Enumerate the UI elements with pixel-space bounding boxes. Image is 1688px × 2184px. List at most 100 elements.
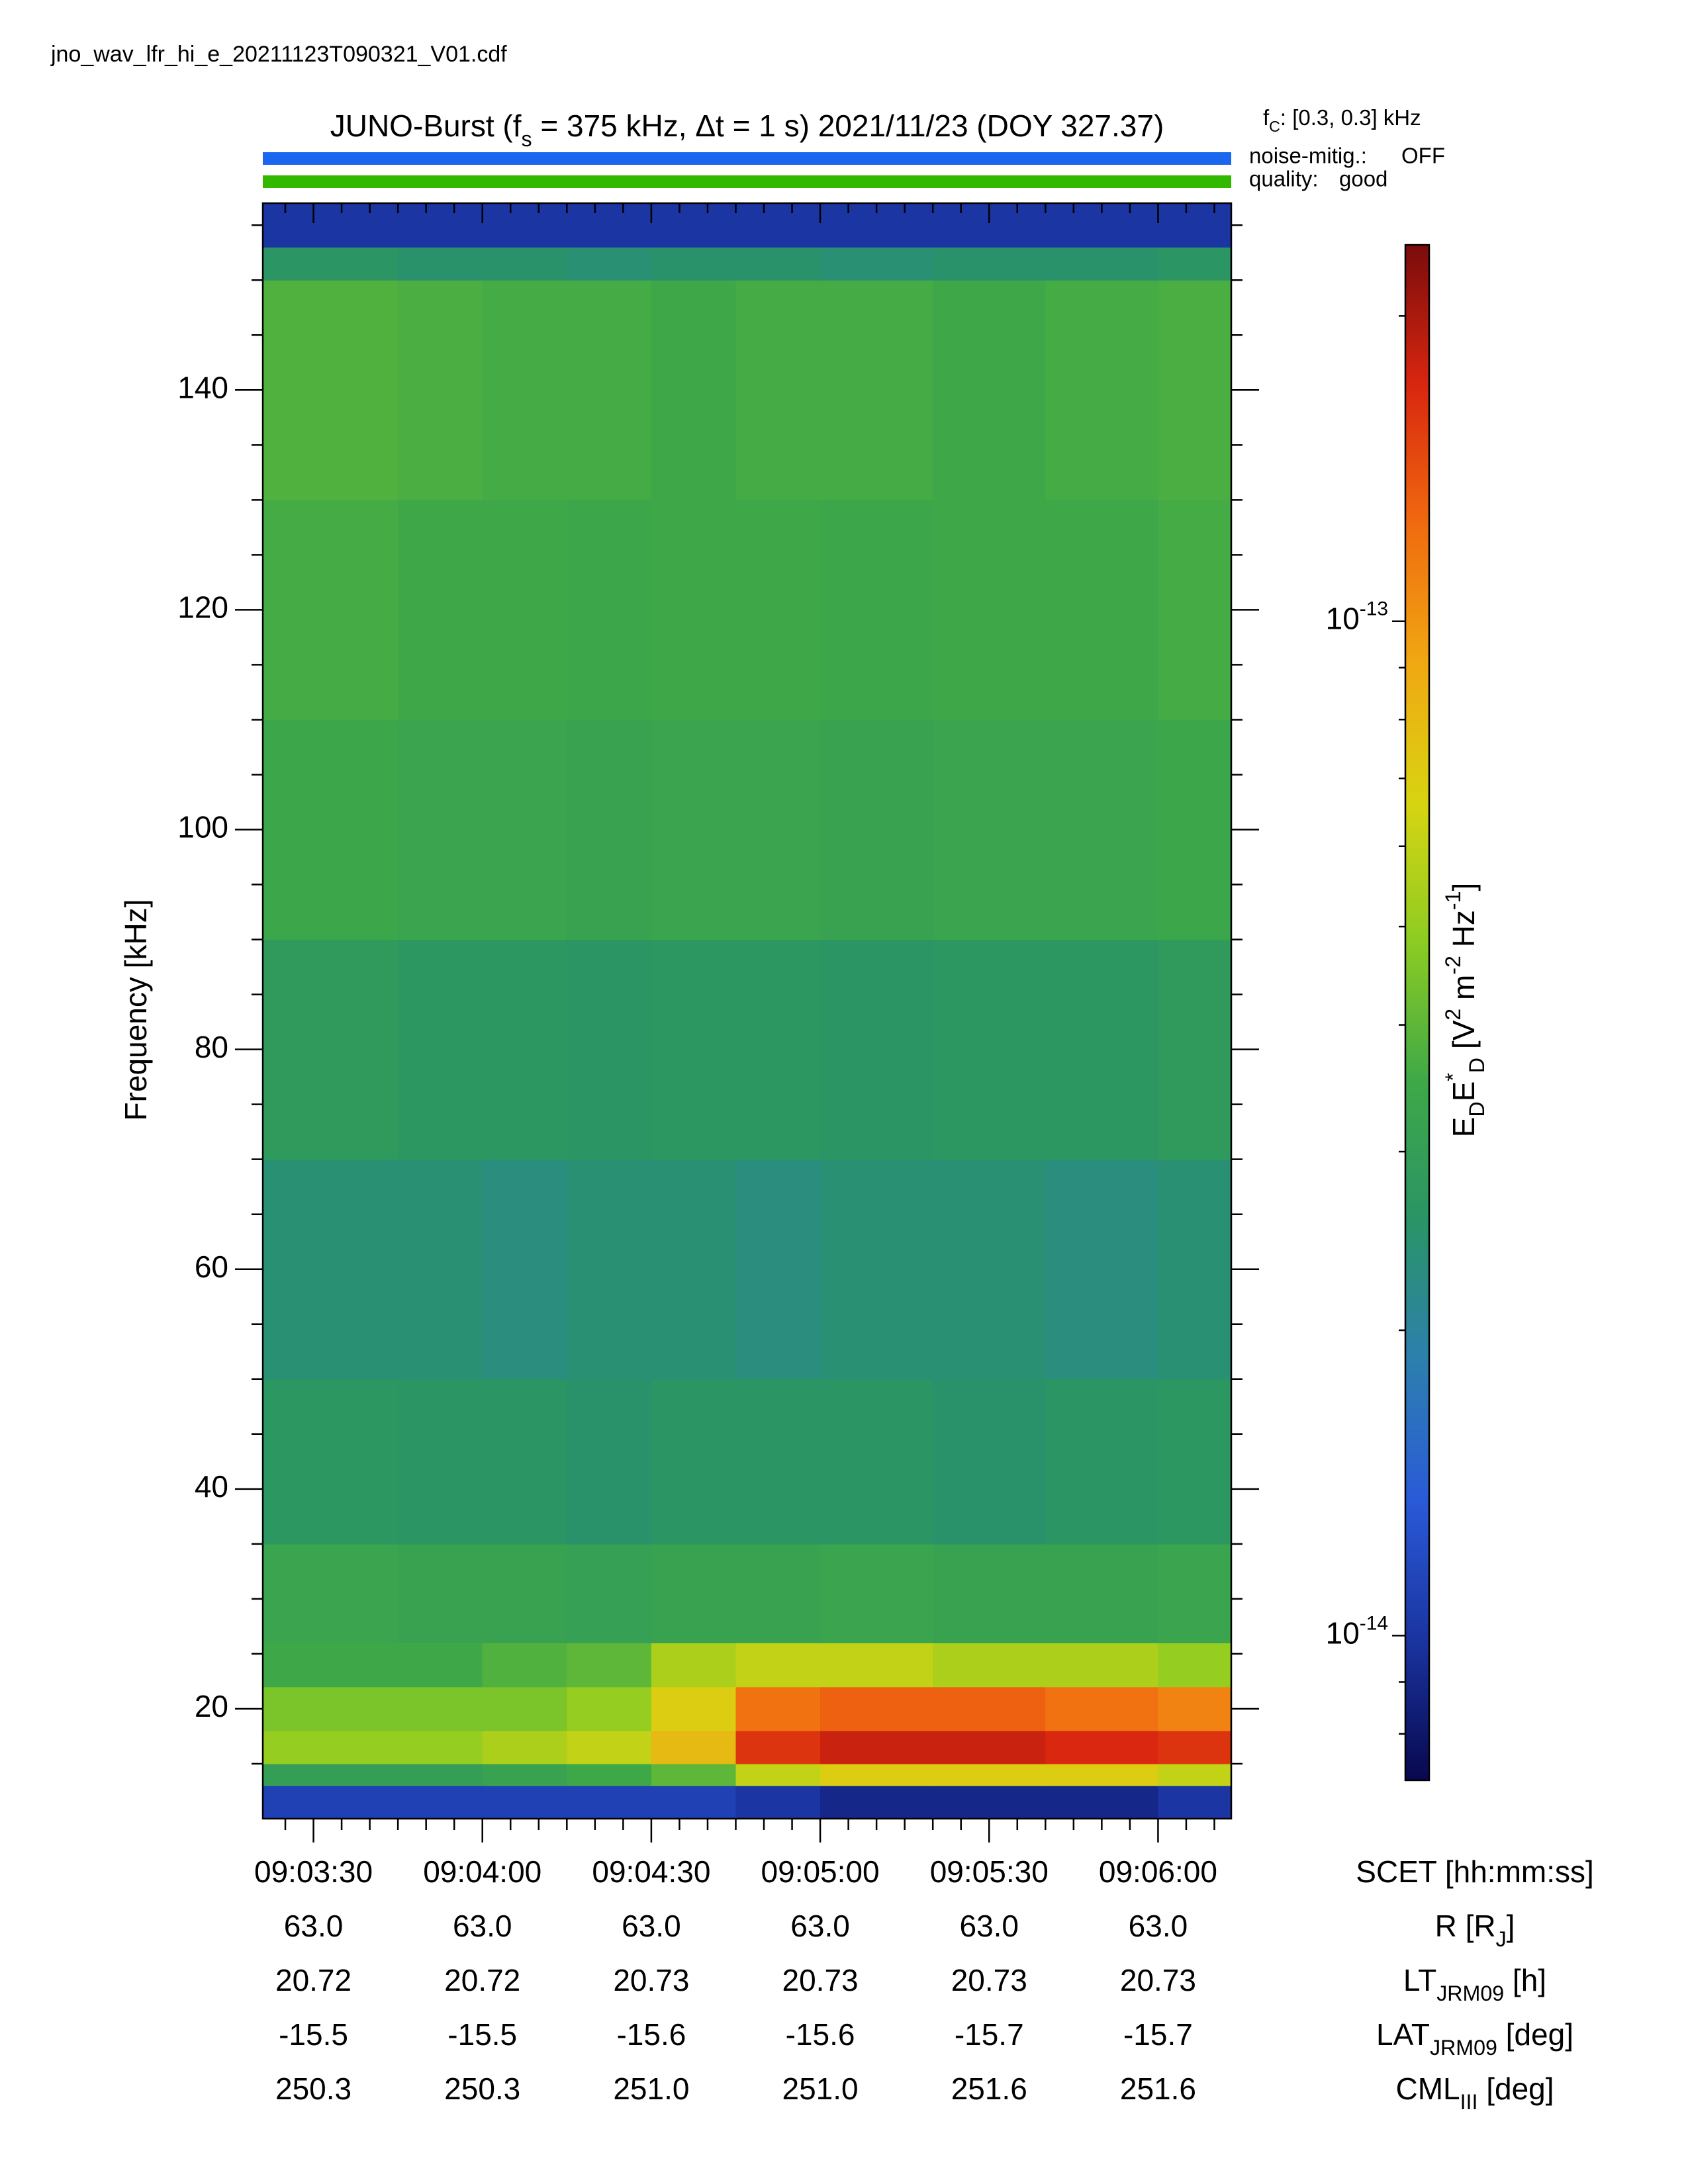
heatmap-cell bbox=[651, 1643, 737, 1688]
heatmap-cell bbox=[651, 1379, 737, 1545]
ephemeris-label: LTJRM09 [h] bbox=[1403, 1963, 1546, 2005]
colorbar-label-part: E bbox=[1446, 1081, 1481, 1102]
ephemeris-value: 20.72 bbox=[444, 1963, 520, 1997]
heatmap-cell bbox=[398, 939, 483, 1160]
heatmap-cell bbox=[482, 500, 567, 721]
x-tick-label: 09:04:30 bbox=[592, 1854, 710, 1889]
heatmap-cell bbox=[820, 1786, 933, 1819]
heatmap-cell bbox=[567, 203, 652, 248]
ephemeris-value: 63.0 bbox=[622, 1909, 681, 1943]
heatmap-cell bbox=[1158, 1159, 1232, 1380]
heatmap-cell bbox=[482, 280, 567, 500]
heatmap-cell bbox=[820, 1643, 933, 1688]
ephemeris-value: 63.0 bbox=[1129, 1909, 1188, 1943]
heatmap-cell bbox=[735, 280, 821, 500]
ephemeris-value: 20.73 bbox=[782, 1963, 859, 1997]
heatmap-cell bbox=[933, 1543, 1046, 1643]
colorbar-label-sup: 2 bbox=[1441, 1009, 1465, 1021]
heatmap-cell bbox=[482, 1763, 567, 1786]
heatmap-cell bbox=[567, 939, 652, 1160]
x-tick-label: 09:05:30 bbox=[930, 1854, 1049, 1889]
ephemeris-label-part: LAT bbox=[1376, 2017, 1430, 2052]
ephemeris-value: -15.5 bbox=[279, 2017, 348, 2052]
heatmap-cell bbox=[398, 1686, 483, 1731]
heatmap-cell bbox=[1045, 1543, 1159, 1643]
heatmap-cell bbox=[933, 939, 1046, 1160]
cutoff-text-part: : [0.3, 0.3] kHz bbox=[1280, 105, 1421, 130]
heatmap-cell bbox=[1045, 1763, 1159, 1786]
heatmap-cell bbox=[1045, 1686, 1159, 1731]
cutoff-text-part: f bbox=[1263, 105, 1270, 130]
heatmap-cell bbox=[398, 500, 483, 721]
ephemeris-label-sub: JRM09 bbox=[1430, 2036, 1497, 2060]
heatmap-cell bbox=[567, 1763, 652, 1786]
heatmap-cell bbox=[933, 247, 1046, 281]
ephemeris-value: 20.73 bbox=[613, 1963, 689, 1997]
ephemeris-label: R [RJ] bbox=[1435, 1909, 1515, 1950]
heatmap-cell bbox=[567, 1643, 652, 1688]
heatmap-cell bbox=[263, 280, 399, 500]
heatmap-cell bbox=[1158, 1686, 1232, 1731]
heatmap-cell bbox=[482, 247, 567, 281]
status-label: noise-mitig.: bbox=[1249, 144, 1367, 168]
heatmap-cell bbox=[933, 1731, 1046, 1764]
heatmap-cell bbox=[482, 1731, 567, 1764]
heatmap-cell bbox=[820, 1379, 933, 1545]
heatmap-cell bbox=[263, 719, 399, 940]
heatmap-cell bbox=[567, 500, 652, 721]
heatmap-cell bbox=[567, 1786, 652, 1819]
heatmap-cell bbox=[263, 1786, 399, 1819]
status-value: good bbox=[1339, 167, 1387, 191]
ephemeris-value: 20.72 bbox=[275, 1963, 352, 1997]
heatmap-cell bbox=[263, 1159, 399, 1380]
heatmap-cell bbox=[482, 1786, 567, 1819]
heatmap-cell bbox=[398, 1763, 483, 1786]
colorbar-label-part: [V bbox=[1446, 1020, 1481, 1058]
y-tick-label: 100 bbox=[177, 810, 228, 844]
heatmap-cell bbox=[263, 1643, 399, 1688]
colorbar-label: EDE*D [V2 m-2 Hz-1] bbox=[1441, 883, 1489, 1138]
heatmap-cell bbox=[398, 1159, 483, 1380]
ephemeris-label-part: CML bbox=[1395, 2071, 1460, 2106]
heatmap-cell bbox=[735, 1763, 821, 1786]
ephemeris-value: -15.7 bbox=[1123, 2017, 1193, 2052]
chart-title: JUNO-Burst (fs = 375 kHz, Δt = 1 s) 2021… bbox=[330, 109, 1164, 150]
colorbar-tick-exp: -13 bbox=[1360, 598, 1388, 620]
heatmap-cell bbox=[398, 719, 483, 940]
ephemeris-value: -15.6 bbox=[786, 2017, 855, 2052]
status-bar bbox=[263, 175, 1231, 188]
chart-title-sub: s bbox=[522, 127, 532, 151]
colorbar-tick-exp: -14 bbox=[1360, 1613, 1388, 1635]
heatmap-cell bbox=[1045, 1379, 1159, 1545]
heatmap-cell bbox=[651, 1731, 737, 1764]
heatmap-cell bbox=[820, 1543, 933, 1643]
ephemeris-value: -15.6 bbox=[616, 2017, 686, 2052]
ephemeris-value: 63.0 bbox=[453, 1909, 512, 1943]
heatmap-cell bbox=[933, 1786, 1046, 1819]
colorbar bbox=[1404, 244, 1430, 1782]
heatmap-cell bbox=[398, 1643, 483, 1688]
heatmap-cell bbox=[398, 1543, 483, 1643]
heatmap-cell bbox=[933, 1686, 1046, 1731]
ephemeris-label: LATJRM09 [deg] bbox=[1376, 2017, 1573, 2059]
cutoff-text: fC: [0.3, 0.3] kHz bbox=[1263, 105, 1421, 135]
heatmap-cell bbox=[263, 1686, 399, 1731]
colorbar-label-sub: D bbox=[1465, 1058, 1489, 1073]
heatmap-cell bbox=[1158, 247, 1232, 281]
heatmap-cell bbox=[933, 500, 1046, 721]
heatmap-cell bbox=[1158, 1786, 1232, 1819]
heatmap-cell bbox=[567, 247, 652, 281]
heatmap-cell bbox=[1158, 939, 1232, 1160]
heatmap-cell bbox=[1158, 1643, 1232, 1688]
heatmap-cell bbox=[1045, 247, 1159, 281]
y-axis-label: Frequency [kHz] bbox=[118, 899, 153, 1121]
ephemeris-value: 63.0 bbox=[959, 1909, 1019, 1943]
heatmap-cell bbox=[263, 1543, 399, 1643]
heatmap-cell bbox=[398, 203, 483, 248]
heatmap-cell bbox=[482, 1379, 567, 1545]
heatmap-cell bbox=[1045, 1731, 1159, 1764]
heatmap-cell bbox=[567, 1543, 652, 1643]
status-bar bbox=[263, 152, 1231, 165]
heatmap-cell bbox=[567, 1159, 652, 1380]
